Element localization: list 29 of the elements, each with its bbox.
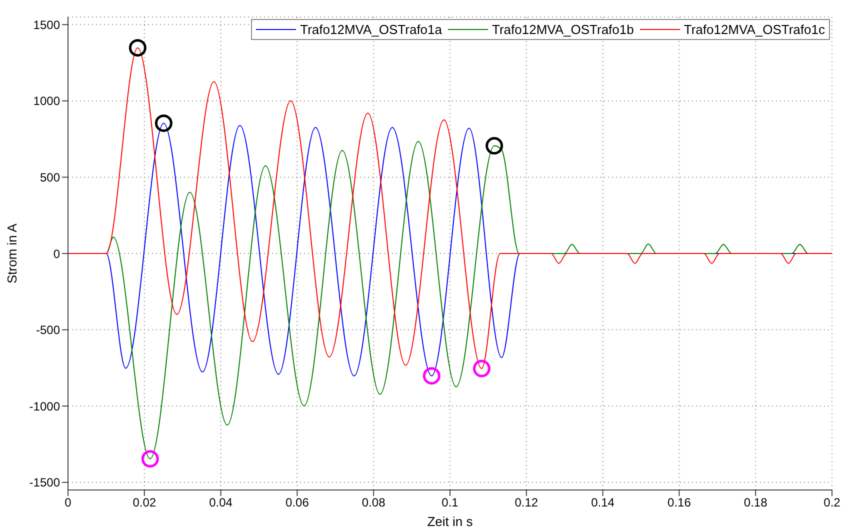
x-tick-label: 0.02 <box>132 496 156 510</box>
y-tick-label: -500 <box>36 323 60 338</box>
point <box>422 367 440 385</box>
x-tick-label: 0.08 <box>362 496 386 510</box>
point <box>154 114 172 132</box>
legend-label: Trafo12MVA_OSTrafo1c <box>684 22 825 37</box>
y-tick-label: -1500 <box>29 476 60 490</box>
x-tick-label: 0.06 <box>286 496 310 510</box>
point <box>486 137 504 155</box>
legend-label: Trafo12MVA_OSTrafo1a <box>300 22 442 37</box>
y-axis-title: Strom in A <box>4 223 20 284</box>
y-tick-label: 500 <box>40 170 60 184</box>
x-axis-title: Zeit in s <box>427 514 474 529</box>
point <box>472 360 490 378</box>
y-tick-label: 0 <box>53 246 60 261</box>
y-tick-label: 1000 <box>33 94 60 108</box>
x-tick-label: 0 <box>64 496 72 510</box>
x-tick-label: 0.14 <box>591 496 615 510</box>
y-tick-label: 1500 <box>33 18 60 32</box>
x-tick-label: 0.18 <box>744 496 768 510</box>
y-tick-label: -1000 <box>29 399 60 414</box>
x-tick-label: 0.16 <box>668 496 692 510</box>
point <box>141 450 159 468</box>
x-tick-label: 0.2 <box>824 496 841 510</box>
point <box>128 39 146 57</box>
x-tick-label: 0.04 <box>209 496 233 510</box>
x-tick-label: 0.1 <box>442 496 459 510</box>
legend-label: Trafo12MVA_OSTrafo1b <box>492 22 634 37</box>
x-tick-label: 0.12 <box>514 496 538 510</box>
